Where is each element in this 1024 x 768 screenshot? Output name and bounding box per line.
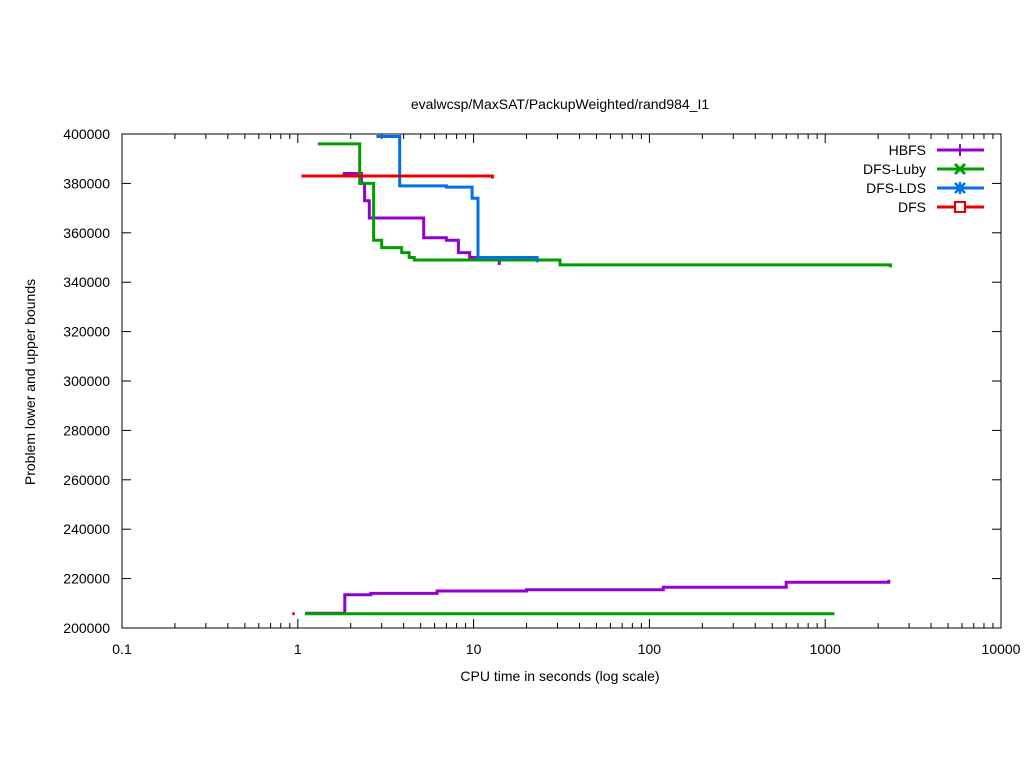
y-tick-label: 200000 bbox=[63, 620, 110, 636]
hbfs-legend-label: HBFS bbox=[889, 142, 926, 158]
y-tick-label: 280000 bbox=[63, 422, 110, 438]
tick-labels: 200000 220000 240000 260000 280000 300000 3200… bbox=[63, 126, 1020, 657]
x-tick-label: 0.1 bbox=[112, 641, 132, 657]
y-tick-label: 320000 bbox=[63, 324, 110, 340]
dfs-lds-upper-bound-line bbox=[376, 135, 539, 263]
star-marker-icon bbox=[954, 182, 966, 194]
x-marker-icon bbox=[953, 162, 967, 176]
y-tick-label: 240000 bbox=[63, 521, 110, 537]
legend: HBFS DFS-Luby DFS-LDS DFS bbox=[863, 142, 984, 215]
y-tick-label: 340000 bbox=[63, 274, 110, 290]
y-tick-label: 400000 bbox=[63, 126, 110, 142]
plot-area bbox=[292, 135, 892, 616]
y-tick-label: 300000 bbox=[63, 373, 110, 389]
plot-frame bbox=[121, 133, 1002, 629]
y-tick-label: 220000 bbox=[63, 571, 110, 587]
axis-ticks bbox=[121, 133, 1002, 629]
x-tick-label: 10 bbox=[466, 641, 482, 657]
plus-marker-icon bbox=[954, 144, 966, 156]
y-tick-label: 360000 bbox=[63, 225, 110, 241]
dfs-legend-label: DFS bbox=[898, 199, 926, 215]
dfs-lds-legend-label: DFS-LDS bbox=[866, 180, 926, 196]
x-tick-label: 10000 bbox=[982, 641, 1021, 657]
y-tick-label: 380000 bbox=[63, 175, 110, 191]
y-axis-label: Problem lower and upper bounds bbox=[22, 279, 38, 485]
dfs-luby-legend-label: DFS-Luby bbox=[863, 161, 926, 177]
x-tick-label: 100 bbox=[638, 641, 662, 657]
dfs-luby-upper-bound-line bbox=[317, 142, 892, 268]
hbfs-lower-bound-line bbox=[305, 579, 891, 615]
x-tick-label: 1000 bbox=[810, 641, 841, 657]
square-marker-icon bbox=[954, 201, 966, 213]
dfs-upper-bound-line bbox=[301, 174, 494, 179]
chart-title: evalwcsp/MaxSAT/PackupWeighted/rand984_I… bbox=[411, 96, 710, 112]
y-tick-label: 260000 bbox=[63, 472, 110, 488]
x-axis-label: CPU time in seconds (log scale) bbox=[460, 668, 659, 684]
x-tick-label: 1 bbox=[294, 641, 302, 657]
